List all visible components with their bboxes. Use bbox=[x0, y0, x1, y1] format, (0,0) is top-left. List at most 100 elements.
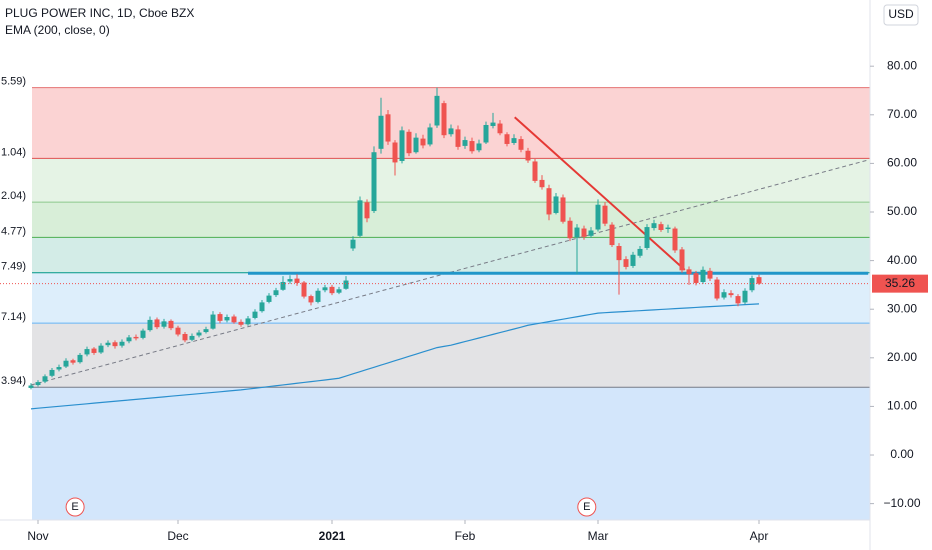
candle-body bbox=[133, 336, 139, 339]
candle-body bbox=[315, 290, 321, 302]
candle-body bbox=[644, 227, 650, 248]
candle-body bbox=[273, 290, 279, 296]
y-tick-label: 50.00 bbox=[887, 204, 917, 218]
candle-body bbox=[77, 354, 83, 363]
y-tick-label: 0.00 bbox=[890, 447, 914, 461]
earnings-marker bbox=[577, 497, 597, 517]
candle-body bbox=[98, 345, 104, 353]
chart-title: PLUG POWER INC, 1D, Cboe BZX bbox=[5, 6, 194, 20]
fib-band bbox=[32, 237, 870, 273]
candle-body bbox=[119, 341, 125, 346]
candle-body bbox=[392, 142, 398, 163]
candle-body bbox=[266, 295, 272, 302]
candle-body bbox=[210, 314, 216, 329]
fib-band bbox=[32, 202, 870, 238]
y-tick-label: 40.00 bbox=[887, 253, 917, 267]
candle-body bbox=[616, 246, 622, 261]
candle-body bbox=[91, 348, 97, 353]
candle-body bbox=[378, 115, 384, 149]
candle-body bbox=[588, 230, 594, 236]
candle-body bbox=[546, 188, 552, 215]
fib-band bbox=[32, 158, 870, 203]
candle-body bbox=[259, 302, 265, 312]
candle-body bbox=[651, 223, 657, 229]
fib-label: 5.59) bbox=[1, 76, 26, 88]
candle-body bbox=[672, 228, 678, 251]
fib-label: 1.04) bbox=[1, 146, 26, 158]
earnings-label: E bbox=[71, 501, 78, 513]
candle-body bbox=[350, 239, 356, 249]
candle-body bbox=[126, 337, 132, 342]
candle-body bbox=[707, 270, 713, 279]
y-tick-label: 70.00 bbox=[887, 107, 917, 121]
candle-body bbox=[434, 95, 440, 126]
candle-body bbox=[308, 296, 314, 303]
candle-body bbox=[462, 140, 468, 146]
candle-body bbox=[427, 127, 433, 145]
candle-body bbox=[63, 360, 69, 367]
candle-body bbox=[693, 273, 699, 283]
candle-body bbox=[497, 123, 503, 134]
candle-body bbox=[56, 367, 62, 370]
candle-body bbox=[28, 385, 34, 388]
candle-body bbox=[714, 279, 720, 299]
candle-body bbox=[623, 259, 629, 267]
plot-area: 5.59) 1.04) 2.04) 4.77) 7.49) 7.14) 3.94) bbox=[0, 76, 870, 520]
y-tick-label: 80.00 bbox=[887, 58, 917, 72]
candle-body bbox=[637, 248, 643, 256]
candle-body bbox=[686, 269, 692, 275]
candle-body bbox=[560, 197, 566, 222]
fib-band bbox=[32, 387, 870, 520]
fib-label: 3.94) bbox=[1, 375, 26, 387]
candle-body bbox=[231, 316, 237, 323]
candle-body bbox=[609, 224, 615, 246]
candle-body bbox=[511, 138, 517, 143]
candle-body bbox=[413, 137, 419, 153]
candle-body bbox=[294, 278, 300, 283]
y-tick-label: 10.00 bbox=[887, 399, 917, 413]
candle-body bbox=[385, 114, 391, 142]
y-tick-label: 30.00 bbox=[887, 301, 917, 315]
candle-body bbox=[217, 314, 223, 321]
candle-body bbox=[84, 349, 90, 355]
candle-body bbox=[483, 125, 489, 143]
fib-label: 7.49) bbox=[1, 261, 26, 273]
fib-band bbox=[32, 323, 870, 388]
candle-body bbox=[343, 280, 349, 289]
candle-body bbox=[252, 311, 258, 318]
candle-body bbox=[532, 161, 538, 181]
earnings-label: E bbox=[583, 501, 590, 513]
candle-body bbox=[455, 129, 461, 147]
currency-button[interactable] bbox=[883, 4, 919, 26]
candle-body bbox=[175, 327, 181, 335]
candle-body bbox=[336, 289, 342, 293]
trend-line bbox=[30, 159, 869, 386]
candle-body bbox=[161, 321, 167, 327]
fib-label: 7.14) bbox=[1, 311, 26, 323]
candle-body bbox=[371, 152, 377, 212]
candle-body bbox=[196, 332, 202, 336]
indicator-label: EMA (200, close, 0) bbox=[5, 23, 110, 37]
fib-label: 4.77) bbox=[1, 225, 26, 237]
candle-body bbox=[42, 376, 48, 382]
trend-line bbox=[514, 116, 686, 271]
candle-body bbox=[448, 128, 454, 135]
candle-body bbox=[224, 316, 230, 321]
x-tick-label: Nov bbox=[27, 529, 48, 543]
fib-label: 2.04) bbox=[1, 190, 26, 202]
candle-body bbox=[581, 228, 587, 237]
candle-body bbox=[749, 278, 755, 291]
candle-body bbox=[147, 319, 153, 331]
candle-body bbox=[70, 360, 76, 363]
candle-body bbox=[406, 131, 412, 154]
candle-body bbox=[756, 277, 762, 284]
y-tick-label: 20.00 bbox=[887, 350, 917, 364]
candle-body bbox=[238, 321, 244, 325]
candle-body bbox=[357, 200, 363, 236]
candle-body bbox=[287, 279, 293, 282]
candle-body bbox=[742, 290, 748, 303]
currency-label[interactable]: USD bbox=[888, 7, 914, 21]
candle-body bbox=[399, 130, 405, 161]
y-tick-label: −10.00 bbox=[883, 496, 920, 510]
